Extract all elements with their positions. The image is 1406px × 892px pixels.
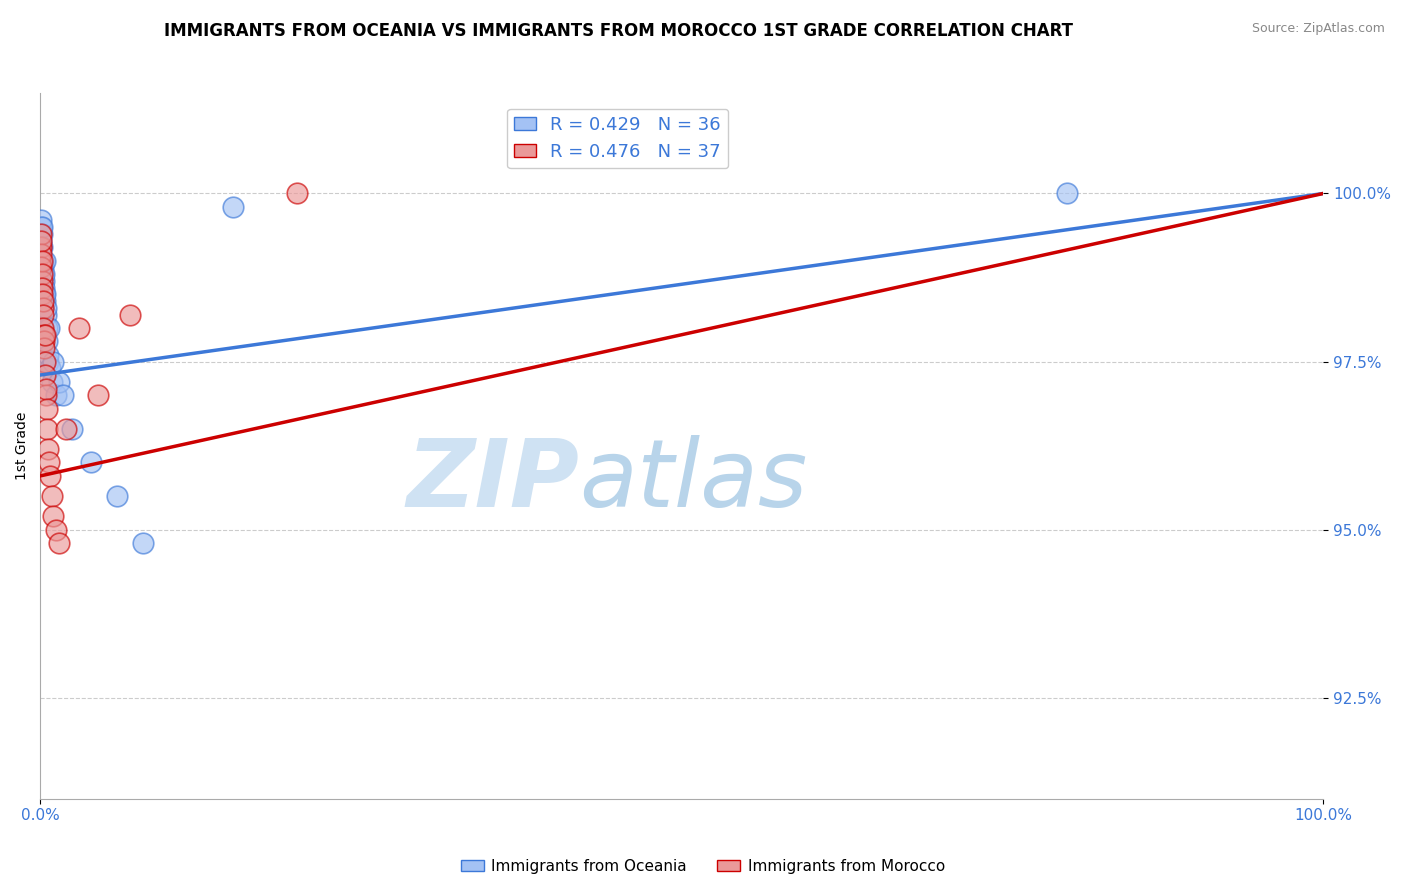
Point	[31, 267, 53, 281]
Point	[55, 422, 77, 436]
Point	[34, 294, 56, 309]
Point	[31, 280, 53, 294]
Point	[30, 234, 52, 248]
Point	[31, 253, 53, 268]
Point	[39, 361, 62, 376]
Y-axis label: 1st Grade: 1st Grade	[15, 411, 30, 480]
Point	[32, 260, 55, 275]
Legend: Immigrants from Oceania, Immigrants from Morocco: Immigrants from Oceania, Immigrants from…	[454, 853, 952, 880]
Point	[35, 401, 58, 416]
Point	[30, 240, 52, 254]
Point	[30, 247, 52, 261]
Point	[34, 368, 56, 382]
Point	[32, 321, 55, 335]
Text: ZIP: ZIP	[406, 435, 579, 527]
Point	[41, 489, 63, 503]
Point	[32, 253, 55, 268]
Point	[52, 388, 75, 402]
Point	[31, 240, 53, 254]
Point	[87, 388, 110, 402]
Point	[34, 354, 56, 368]
Point	[1056, 186, 1078, 201]
Point	[32, 308, 55, 322]
Point	[80, 455, 103, 469]
Point	[38, 321, 60, 335]
Point	[32, 341, 55, 355]
Point	[34, 308, 56, 322]
Point	[44, 388, 66, 402]
Point	[132, 536, 155, 550]
Point	[34, 287, 56, 301]
Point	[30, 220, 52, 235]
Point	[35, 382, 58, 396]
Point	[39, 469, 62, 483]
Text: atlas: atlas	[579, 435, 807, 526]
Point	[221, 200, 243, 214]
Point	[285, 186, 308, 201]
Point	[34, 388, 56, 402]
Point	[30, 234, 52, 248]
Point	[37, 422, 59, 436]
Point	[44, 523, 66, 537]
Point	[30, 253, 52, 268]
Point	[32, 267, 55, 281]
Point	[38, 455, 60, 469]
Point	[32, 280, 55, 294]
Legend: R = 0.429   N = 36, R = 0.476   N = 37: R = 0.429 N = 36, R = 0.476 N = 37	[508, 109, 728, 169]
Text: IMMIGRANTS FROM OCEANIA VS IMMIGRANTS FROM MOROCCO 1ST GRADE CORRELATION CHART: IMMIGRANTS FROM OCEANIA VS IMMIGRANTS FR…	[165, 22, 1073, 40]
Point	[37, 442, 59, 456]
Point	[30, 213, 52, 227]
Point	[42, 509, 65, 524]
Point	[30, 240, 52, 254]
Point	[37, 348, 59, 362]
Point	[48, 536, 70, 550]
Point	[31, 267, 53, 281]
Point	[34, 327, 56, 342]
Point	[37, 334, 59, 349]
Point	[31, 227, 53, 241]
Point	[32, 274, 55, 288]
Point	[34, 253, 56, 268]
Text: Source: ZipAtlas.com: Source: ZipAtlas.com	[1251, 22, 1385, 36]
Point	[32, 327, 55, 342]
Point	[60, 422, 83, 436]
Point	[30, 227, 52, 241]
Point	[37, 354, 59, 368]
Point	[48, 375, 70, 389]
Point	[35, 321, 58, 335]
Point	[118, 308, 141, 322]
Point	[32, 334, 55, 349]
Point	[32, 294, 55, 309]
Point	[35, 301, 58, 315]
Point	[31, 220, 53, 235]
Point	[31, 274, 53, 288]
Point	[105, 489, 128, 503]
Point	[32, 287, 55, 301]
Point	[31, 287, 53, 301]
Point	[42, 354, 65, 368]
Point	[31, 301, 53, 315]
Point	[30, 260, 52, 275]
Point	[67, 321, 90, 335]
Point	[41, 375, 63, 389]
